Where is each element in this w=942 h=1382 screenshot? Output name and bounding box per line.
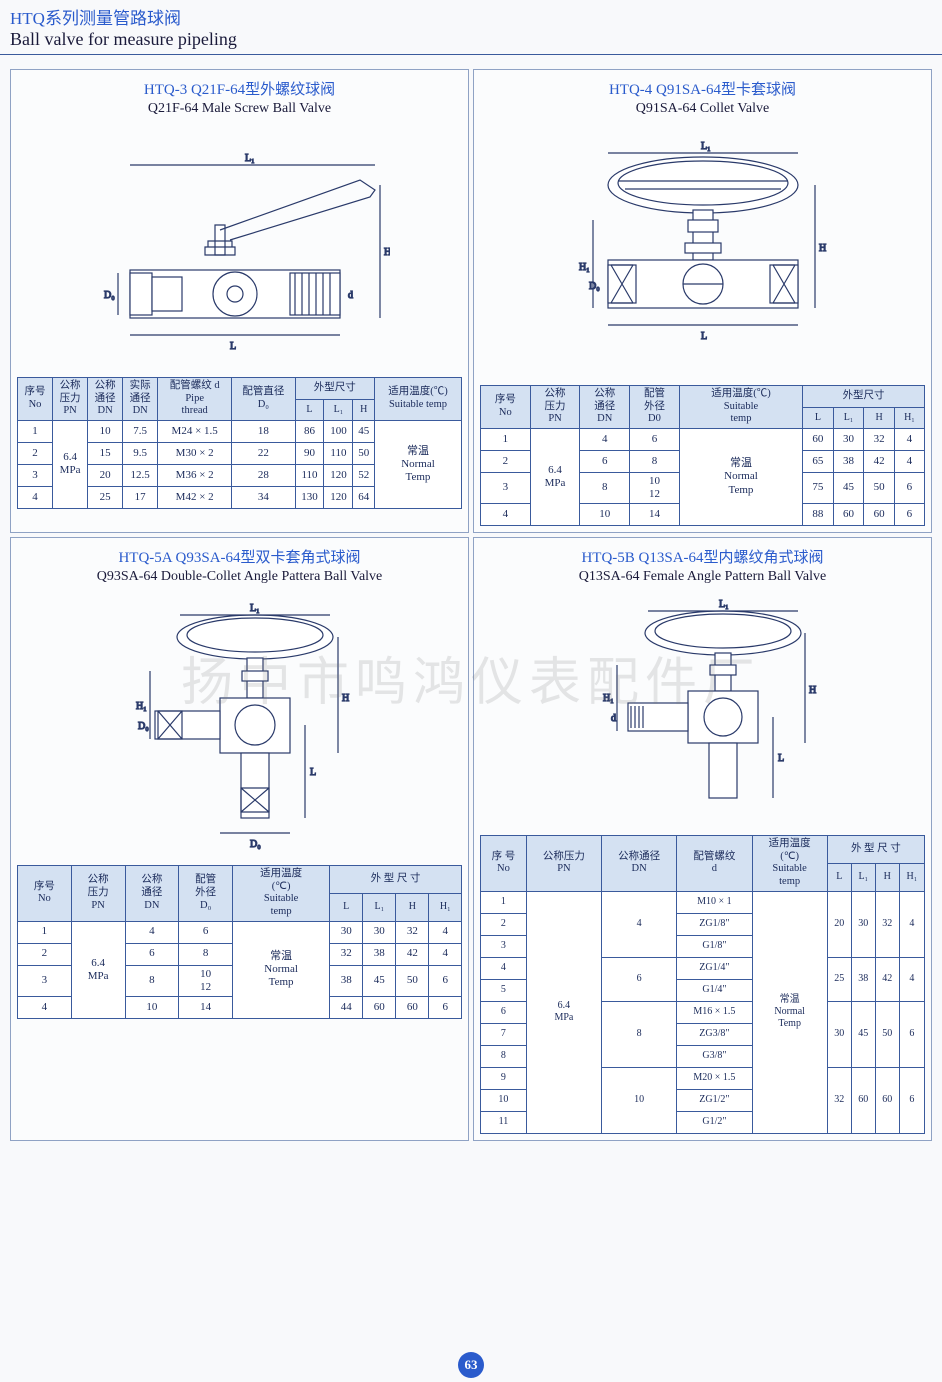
panel-htq3: HTQ-3 Q21F-64型外螺纹球阀 Q21F-64 Male Screw B…: [10, 69, 469, 533]
valve-diagram-icon: L₁ H H₁ L d: [583, 593, 823, 823]
table-row: 1 6.4MPa 4 6 常温NormalTemp 60 30 32 4: [481, 428, 925, 450]
th-dn: 公称通径DN: [602, 836, 677, 891]
panel-htq5b: HTQ-5B Q13SA-64型内螺纹角式球阀 Q13SA-64 Female …: [473, 537, 932, 1140]
th-temp: 适用温度(℃)Suitable temp: [375, 378, 462, 421]
th-H: H: [353, 399, 375, 420]
th-no: 序号No: [18, 378, 53, 421]
page-number-badge: 63: [458, 1352, 484, 1378]
th-H1: H₁: [429, 894, 462, 921]
panel-htq4: HTQ-4 Q91SA-64型卡套球阀 Q91SA-64 Collet Valv…: [473, 69, 932, 533]
svg-text:D₀: D₀: [104, 290, 115, 301]
th-L: L: [330, 894, 363, 921]
table-row: 1 6.4MPa 4 6 常温NormalTemp 30 30 32 4: [18, 921, 462, 943]
panel-title-en: Q91SA-64 Collet Valve: [480, 101, 925, 117]
panel-title-en: Q13SA-64 Female Angle Pattern Ball Valve: [480, 569, 925, 585]
th-thread: 配管螺纹 dPipethread: [158, 378, 232, 421]
svg-text:L₁: L₁: [250, 603, 260, 614]
valve-diagram-icon: L L₁ H H₁ D₀: [553, 125, 853, 373]
svg-text:L₁: L₁: [701, 141, 711, 152]
th-temp: 适用温度(℃)Suitabletemp: [679, 386, 802, 429]
panel-title-cn: HTQ-3 Q21F-64型外螺纹球阀: [17, 78, 462, 99]
valve-diagram-icon: L L₁ H D₀ d: [90, 125, 390, 365]
th-dn: 公称通径DN: [88, 378, 123, 421]
th-d0: 配管直径D₀: [232, 378, 295, 421]
svg-text:H: H: [384, 247, 390, 258]
th-dim: 外 型 尺 寸: [330, 866, 462, 894]
header-title-cn: HTQ系列测量管路球阀: [10, 4, 932, 29]
th-H1: H₁: [894, 407, 924, 428]
th-L1: L₁: [851, 864, 875, 891]
th-pn: 公称压力PN: [53, 378, 88, 421]
spec-table: 序号No 公称压力PN 公称通径DN 配管外径D0 适用温度(℃)Suitabl…: [480, 385, 925, 526]
table-row: 1 6.4MPa 10 7.5 M24 × 1.5 18 86 100 45 常…: [18, 420, 462, 442]
valve-diagram-icon: L₁ H H₁ D₀ D₀ L: [120, 593, 360, 853]
svg-text:H: H: [809, 685, 816, 696]
svg-text:L₁: L₁: [245, 153, 255, 164]
th-pn: 公称压力PN: [530, 386, 580, 429]
th-d: 配管螺纹d: [677, 836, 752, 891]
th-H1: H₁: [899, 864, 924, 891]
table-row: 1 6.4MPa 4 M10 × 1 常温NormalTemp 20 30 32…: [481, 891, 925, 913]
svg-text:H: H: [342, 693, 349, 704]
panel-htq5a: HTQ-5A Q93SA-64型双卡套角式球阀 Q93SA-64 Double-…: [10, 537, 469, 1140]
panel-title-cn: HTQ-4 Q91SA-64型卡套球阀: [480, 78, 925, 99]
th-dim: 外型尺寸: [295, 378, 375, 400]
svg-text:L₁: L₁: [719, 599, 729, 610]
th-L: L: [827, 864, 851, 891]
svg-text:D₀: D₀: [589, 281, 600, 292]
svg-text:H: H: [819, 243, 826, 254]
th-H: H: [396, 894, 429, 921]
page-header: HTQ系列测量管路球阀 Ball valve for measure pipel…: [0, 0, 942, 55]
spec-table: 序号No 公称压力PN 公称通径DN 配管外径D₀ 适用温度(℃)Suitabl…: [17, 865, 462, 1019]
svg-text:d: d: [348, 290, 353, 301]
th-temp: 适用温度(℃)Suitabletemp: [233, 866, 330, 921]
th-pn: 公称压力PN: [71, 866, 125, 921]
th-L: L: [803, 407, 834, 428]
panels-grid: HTQ-3 Q21F-64型外螺纹球阀 Q21F-64 Male Screw B…: [0, 55, 942, 1171]
svg-text:H₁: H₁: [579, 262, 590, 273]
th-L: L: [295, 399, 324, 420]
th-no: 序号No: [481, 386, 531, 429]
spec-table: 序 号No 公称压力PN 公称通径DN 配管螺纹d 适用温度(℃)Suitabl…: [480, 835, 925, 1133]
svg-text:H₁: H₁: [136, 701, 147, 712]
th-temp: 适用温度(℃)Suitabletemp: [752, 836, 827, 891]
svg-text:L: L: [310, 767, 316, 778]
th-dn: 公称通径DN: [580, 386, 630, 429]
svg-text:L: L: [778, 753, 784, 764]
panel-title-cn: HTQ-5B Q13SA-64型内螺纹角式球阀: [480, 546, 925, 567]
th-H: H: [875, 864, 899, 891]
panel-title-cn: HTQ-5A Q93SA-64型双卡套角式球阀: [17, 546, 462, 567]
th-d0: 配管外径D₀: [179, 866, 233, 921]
svg-text:D₀: D₀: [250, 839, 261, 850]
th-L1: L₁: [324, 399, 353, 420]
th-dim: 外型尺寸: [803, 386, 925, 408]
svg-text:d: d: [611, 713, 616, 724]
th-d0: 配管外径D0: [630, 386, 680, 429]
th-dna: 实际通径DN: [123, 378, 158, 421]
th-L1: L₁: [833, 407, 864, 428]
svg-text:H₁: H₁: [603, 693, 614, 704]
header-title-en: Ball valve for measure pipeling: [10, 29, 932, 50]
panel-title-en: Q21F-64 Male Screw Ball Valve: [17, 101, 462, 117]
th-H: H: [864, 407, 895, 428]
svg-text:D₀: D₀: [138, 721, 149, 732]
th-dim: 外 型 尺 寸: [827, 836, 924, 864]
th-no: 序 号No: [481, 836, 527, 891]
th-dn: 公称通径DN: [125, 866, 179, 921]
th-pn: 公称压力PN: [526, 836, 601, 891]
svg-text:L: L: [701, 331, 707, 342]
spec-table: 序号No 公称压力PN 公称通径DN 实际通径DN 配管螺纹 dPipethre…: [17, 377, 462, 509]
th-L1: L₁: [363, 894, 396, 921]
panel-title-en: Q93SA-64 Double-Collet Angle Pattera Bal…: [17, 569, 462, 585]
th-no: 序号No: [18, 866, 72, 921]
svg-text:L: L: [230, 341, 236, 352]
